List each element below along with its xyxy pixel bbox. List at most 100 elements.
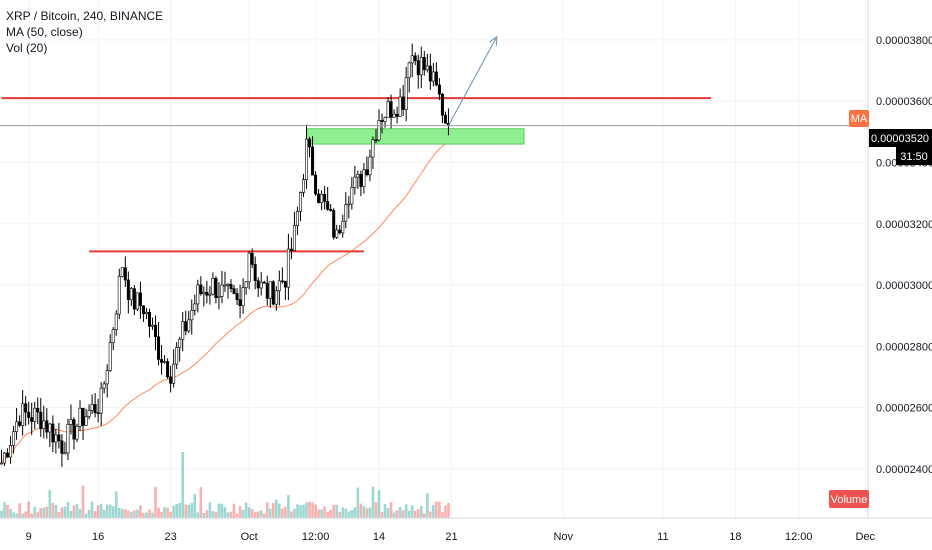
candle-body	[283, 280, 287, 288]
candle-body	[271, 281, 275, 305]
candle-body	[75, 425, 79, 440]
volume-bar	[392, 512, 396, 518]
volume-bar	[136, 509, 139, 518]
volume-badge: Volume	[829, 490, 869, 508]
volume-bar	[281, 508, 284, 518]
volume-bar	[368, 507, 372, 518]
candle-body	[36, 407, 40, 413]
countdown-badge-label: 31:50	[900, 151, 928, 163]
volume-bar	[3, 502, 6, 518]
volume-bar	[241, 509, 245, 518]
candle-body	[126, 279, 130, 301]
candle-body	[235, 293, 239, 300]
candle-body	[359, 174, 363, 187]
volume-bar	[284, 506, 287, 518]
candle-body	[120, 267, 124, 277]
candle-body	[33, 407, 37, 422]
candle-body	[0, 462, 4, 465]
volume-bar	[323, 506, 326, 518]
candle-body	[211, 278, 215, 295]
price-axis[interactable]: 0.00002400 0.00002600 0.00002800 0.00003000…	[829, 0, 932, 518]
volume-bar	[438, 501, 441, 518]
candle-body	[114, 313, 118, 330]
volume-bar	[447, 502, 450, 518]
volume-bar	[380, 512, 384, 518]
moving-average-layer	[1, 141, 449, 464]
volume-bar	[419, 506, 423, 518]
volume-bar	[416, 509, 420, 518]
volume-bar	[205, 510, 209, 518]
volume-bar	[121, 509, 124, 518]
volume-bar	[444, 505, 447, 518]
candle-body	[401, 96, 405, 110]
volume-bar	[33, 506, 37, 518]
time-axis[interactable]: 9 16 23 Oct 12:00 14 21 Nov 11 18 12:00 Dec	[0, 517, 932, 550]
candle-body	[66, 424, 70, 454]
candle-body	[431, 71, 435, 82]
candle-body	[229, 284, 233, 289]
volume-bar	[404, 504, 408, 518]
candle-body	[311, 146, 315, 176]
candle-body	[154, 324, 158, 337]
volume-bar	[60, 507, 64, 518]
volume-bar	[181, 452, 184, 518]
candle-body	[238, 299, 242, 307]
volume-bar	[435, 501, 438, 518]
volume-bar	[326, 511, 329, 518]
volume-bar	[344, 508, 348, 518]
volume-bar	[99, 503, 103, 518]
volume-bar	[36, 512, 40, 518]
volume-bar	[51, 502, 55, 518]
candle-body	[90, 404, 94, 411]
candlestick-series	[0, 43, 450, 467]
candle-body	[63, 452, 67, 455]
candle-body	[410, 55, 414, 64]
candle-body	[214, 278, 218, 298]
candle-body	[386, 101, 390, 118]
volume-bar	[0, 510, 3, 518]
support-zone	[306, 128, 525, 145]
time-tick-label: 9	[26, 531, 32, 543]
volume-bar	[293, 508, 296, 518]
candle-body	[9, 445, 13, 458]
candle-body	[259, 281, 263, 289]
volume-bar	[220, 503, 224, 518]
candle-body	[187, 319, 191, 332]
symbol-legend[interactable]: XRP / Bitcoin, 240, BINANCE	[6, 9, 164, 23]
projection-arrow[interactable]	[448, 35, 498, 126]
candle-body	[344, 204, 348, 222]
candle-body	[413, 55, 417, 61]
projection-arrow-head	[489, 35, 498, 46]
volume-bar	[48, 490, 52, 518]
candle-body	[147, 311, 151, 327]
volume-bar	[24, 511, 27, 518]
ma-legend[interactable]: MA (50, close)	[6, 25, 83, 39]
volume-bar	[175, 504, 178, 518]
candle-body	[42, 420, 46, 429]
candle-body	[323, 193, 327, 202]
candle-body	[308, 138, 312, 148]
candle-body	[78, 407, 82, 427]
drawing-layer[interactable]	[1, 97, 712, 253]
volume-bar	[142, 512, 145, 518]
candle-body	[87, 410, 91, 417]
candle-body	[247, 252, 251, 283]
volume-legend[interactable]: Vol (20)	[6, 41, 48, 55]
candle-body	[428, 65, 432, 82]
volume-bar	[102, 510, 106, 518]
candle-body	[81, 407, 85, 426]
candle-body	[27, 411, 31, 418]
volume-bar	[359, 503, 363, 518]
volume-bar	[223, 507, 227, 518]
volume-bar	[401, 510, 405, 518]
candle-body	[45, 420, 49, 433]
volume-bar	[317, 509, 320, 518]
volume-bar	[124, 509, 127, 518]
candle-body	[377, 120, 381, 141]
candle-body	[356, 174, 360, 178]
candle-body	[141, 305, 145, 315]
candle-body	[220, 284, 224, 297]
volume-bar	[413, 510, 417, 518]
volume-bar	[238, 506, 242, 518]
